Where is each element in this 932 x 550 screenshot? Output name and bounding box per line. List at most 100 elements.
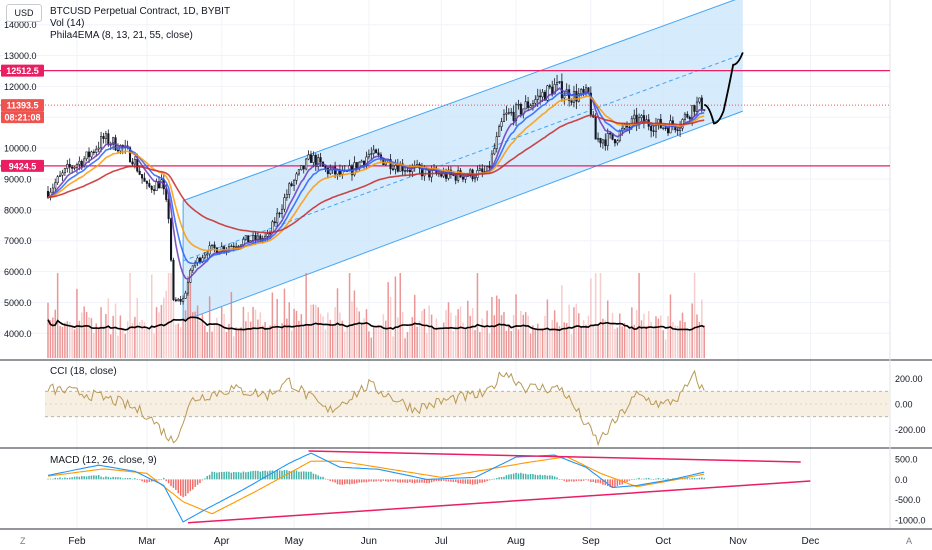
volume-bar-132 <box>363 318 365 358</box>
macd-hist-bar-224 <box>585 479 587 481</box>
macd-hist-bar-173 <box>462 479 464 484</box>
macd-legend[interactable]: MACD (12, 26, close, 9) <box>50 455 157 466</box>
volume-bar-47 <box>158 312 160 358</box>
volume-bar-224 <box>585 324 587 358</box>
candle-body-55 <box>177 299 180 302</box>
candle-body-92 <box>266 233 269 237</box>
price-legend: BTCUSD Perpetual Contract, 1D, BYBIT Vol… <box>50 6 230 42</box>
candle-body-15 <box>80 160 83 167</box>
macd-hist-bar-34 <box>126 478 129 480</box>
macd-hist-bar-170 <box>454 479 457 483</box>
macd-hist-bar-127 <box>351 479 353 484</box>
volume-bar-91 <box>264 322 266 358</box>
cci-legend[interactable]: CCI (18, close) <box>50 366 117 377</box>
macd-hist-bar-237 <box>616 479 619 486</box>
volume-bar-189 <box>500 315 503 358</box>
candle-body-208 <box>546 85 549 101</box>
candle-body-42 <box>145 181 148 184</box>
volume-bar-211 <box>553 310 556 358</box>
candle-body-9 <box>66 163 69 169</box>
macd-hist-bar-124 <box>344 479 346 485</box>
macd-hist-bar-98 <box>281 470 283 480</box>
volume-bar-119 <box>331 324 334 358</box>
volume-bar-4 <box>54 309 56 358</box>
candle-body-44 <box>150 186 153 190</box>
candle-body-244 <box>633 114 636 120</box>
macd-hist-bar-186 <box>493 478 496 480</box>
macd-hist-bar-187 <box>495 478 498 480</box>
volume-bar-60 <box>189 273 192 358</box>
macd-hist-bar-33 <box>124 478 126 480</box>
current-price-label-bg <box>1 99 44 112</box>
horizontal-levels[interactable] <box>0 69 890 167</box>
macd-hist-bar-8 <box>64 477 66 480</box>
macd-hist-bar-59 <box>187 479 189 494</box>
macd-hist-bar-240 <box>623 479 626 483</box>
macd-hist-bar-265 <box>684 477 686 480</box>
macd-hist-bar-140 <box>382 479 385 481</box>
macd-hist-bar-178 <box>474 479 476 485</box>
macd-hist-bar-61 <box>192 479 194 490</box>
cci-pane <box>45 369 890 447</box>
price-projection[interactable] <box>704 52 744 125</box>
candle-body-223 <box>582 89 585 93</box>
currency-button[interactable]: USD <box>6 4 42 22</box>
macd-hist-bar-17 <box>85 476 88 480</box>
volume-bar-190 <box>503 312 505 358</box>
volume-bar-126 <box>348 273 351 358</box>
time-tick-oct: Oct <box>655 536 671 547</box>
auto-scale-button[interactable]: A <box>906 536 913 546</box>
price-tick-2: 13000.0 <box>4 51 37 61</box>
macd-hist-bar-30 <box>117 477 119 480</box>
macd-hist-bar-203 <box>534 474 537 480</box>
ema-legend[interactable]: Phila4EMA (8, 13, 21, 55, close) <box>50 30 193 41</box>
macd-hist-bar-219 <box>573 479 575 482</box>
macd-hist-bar-252 <box>652 479 655 480</box>
candle-body-194 <box>512 111 515 121</box>
volume-bar-142 <box>387 282 389 358</box>
volume-legend[interactable]: Vol (14) <box>50 18 85 29</box>
volume-bar-206 <box>541 328 544 358</box>
macd-line <box>47 452 705 523</box>
candle-body-204 <box>536 95 539 100</box>
volume-bar-170 <box>454 315 457 358</box>
volume-bar-133 <box>365 309 368 358</box>
macd-hist-bar-27 <box>109 477 112 480</box>
volume-bar-111 <box>312 304 315 358</box>
macd-hist-bar-215 <box>563 479 566 481</box>
candle-body-257 <box>664 127 667 129</box>
macd-hist-bar-145 <box>394 479 397 482</box>
volume-bar-205 <box>539 329 541 358</box>
candle-body-20 <box>92 151 95 154</box>
candle-body-110 <box>309 154 313 163</box>
countdown-label: 08:21:08 <box>4 113 40 123</box>
candle-body-205 <box>539 95 542 98</box>
macd-hist-bar-60 <box>189 479 192 492</box>
macd-tick-2: 0.0 <box>895 475 908 485</box>
macd-hist-bar-190 <box>503 476 505 480</box>
volume-bar-26 <box>107 298 110 358</box>
grid <box>0 0 932 530</box>
symbol-title[interactable]: BTCUSD Perpetual Contract, 1D, BYBIT <box>50 6 231 17</box>
volume-bar-153 <box>413 294 416 358</box>
macd-hist-bar-194 <box>512 473 515 480</box>
macd-hist-bar-225 <box>587 479 590 481</box>
volume-bar-229 <box>597 324 599 358</box>
volume-bar-162 <box>435 318 438 358</box>
macd-hist-bar-188 <box>498 477 500 480</box>
macd-hist-bar-88 <box>257 470 259 480</box>
cci-tick-1: 200.00 <box>895 374 923 384</box>
price-tick-11: 4000.0 <box>4 329 32 339</box>
ema-line-55 <box>47 114 705 234</box>
parallel-channel[interactable] <box>182 0 744 322</box>
candle-body-51 <box>167 199 170 220</box>
time-tick-sep: Sep <box>582 536 600 547</box>
candle-body-114 <box>319 157 322 163</box>
candle-body-267 <box>688 116 691 120</box>
zoom-reset-button[interactable]: Z <box>20 536 26 546</box>
macd-hist-bar-97 <box>278 470 281 480</box>
ema-line-8 <box>47 87 705 281</box>
candle-body-252 <box>652 130 655 132</box>
volume-bar-21 <box>95 323 97 358</box>
